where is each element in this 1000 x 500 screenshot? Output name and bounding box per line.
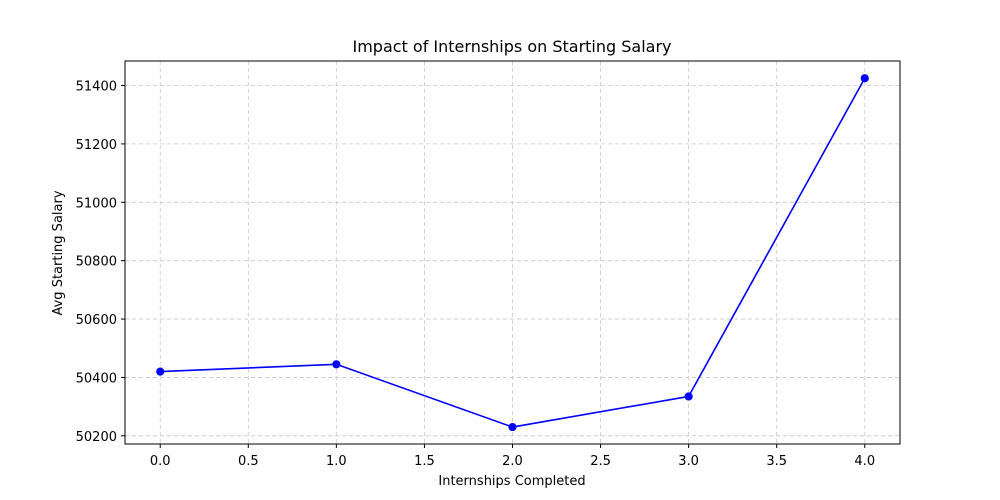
data-point (156, 367, 165, 376)
x-tick-label: 1.5 (414, 454, 435, 469)
x-tick-label: 4.0 (854, 454, 875, 469)
grid-lines (125, 61, 900, 444)
x-axis-label: Internships Completed (438, 474, 585, 489)
x-tick-label: 0.0 (150, 454, 171, 469)
y-axis-ticks: 50200 50400 50600 50800 51000 51200 51400 (76, 80, 125, 445)
y-axis-label: Avg Starting Salary (51, 190, 66, 315)
x-axis-ticks: 0.0 0.5 1.0 1.5 2.0 2.5 3.0 3.5 4.0 (150, 444, 875, 469)
data-point (860, 74, 869, 83)
data-point (332, 360, 341, 369)
y-tick-label: 50600 (76, 313, 117, 328)
y-tick-label: 51200 (76, 138, 117, 153)
y-tick-label: 50800 (76, 255, 117, 270)
chart-title: Impact of Internships on Starting Salary (352, 37, 671, 56)
y-tick-label: 50200 (76, 430, 117, 445)
data-point (684, 392, 693, 401)
y-tick-label: 51400 (76, 80, 117, 95)
y-tick-label: 51000 (76, 196, 117, 211)
x-tick-label: 3.0 (678, 454, 699, 469)
x-tick-label: 0.5 (238, 454, 259, 469)
x-tick-label: 3.5 (766, 454, 787, 469)
data-point (508, 422, 517, 432)
y-tick-label: 50400 (76, 371, 117, 386)
x-tick-label: 2.5 (590, 454, 611, 469)
series-layer (156, 74, 869, 432)
x-tick-label: 1.0 (326, 454, 347, 469)
x-tick-label: 2.0 (502, 454, 523, 469)
